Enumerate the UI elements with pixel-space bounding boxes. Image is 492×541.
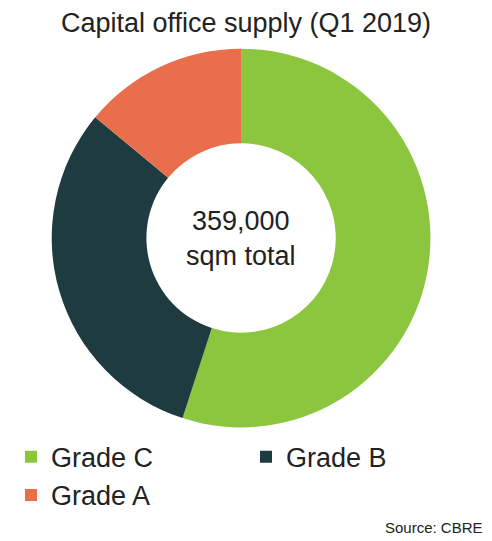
svg-text:Capital office supply (Q1 2019: Capital office supply (Q1 2019): [61, 8, 431, 38]
svg-text:Grade B: Grade B: [286, 443, 387, 473]
svg-text:Source: CBRE: Source: CBRE: [385, 519, 483, 536]
svg-text:Grade C: Grade C: [51, 443, 153, 473]
svg-text:Grade A: Grade A: [51, 481, 150, 511]
svg-text:359,000sqm total: 359,000sqm total: [186, 206, 296, 271]
